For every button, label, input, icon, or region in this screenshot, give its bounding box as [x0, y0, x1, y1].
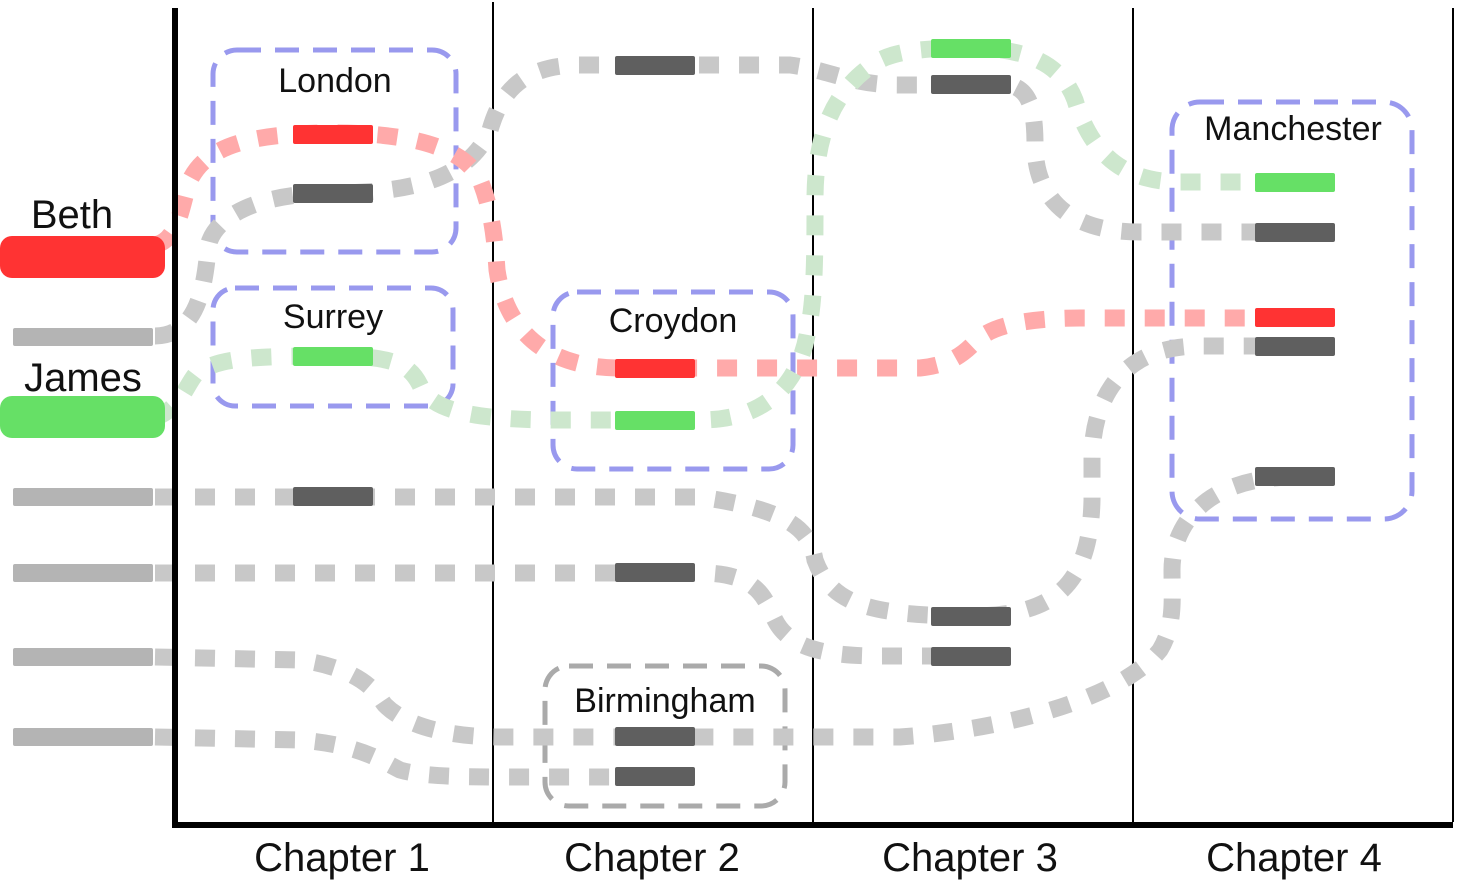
- legend-bar-other: [13, 728, 153, 746]
- scene-marker: [615, 727, 695, 746]
- scene-marker: [931, 607, 1011, 626]
- scene-marker: [293, 184, 373, 203]
- group-label-birmingham: Birmingham: [574, 682, 755, 720]
- group-box-surrey: [210, 285, 456, 409]
- scene-marker: [293, 487, 373, 506]
- scene-marker: [1255, 337, 1335, 356]
- scene-marker-beth: [1255, 308, 1335, 327]
- scene-marker: [931, 647, 1011, 666]
- other-character-paths: [154, 56, 1296, 786]
- legend-bar-other: [13, 648, 153, 666]
- group-box-manchester: [1169, 99, 1415, 522]
- scene-marker-james: [1255, 173, 1335, 192]
- scene-marker-beth: [615, 359, 695, 378]
- group-label-croydon: Croydon: [609, 302, 738, 340]
- chapter-label: Chapter 4: [1206, 836, 1382, 880]
- scene-marker: [615, 767, 695, 786]
- scene-marker-james: [931, 39, 1011, 58]
- chapter-label: Chapter 3: [882, 836, 1058, 880]
- group-box-croydon: [550, 289, 796, 472]
- scene-marker: [1255, 467, 1335, 486]
- scene-marker: [1255, 223, 1335, 242]
- character-path-gray-3: [155, 564, 970, 665]
- character-path-gray-4: [154, 468, 1296, 746]
- chapter-label: Chapter 2: [564, 836, 740, 880]
- group-label-surrey: Surrey: [283, 298, 383, 336]
- legend-bar-beth: [0, 236, 165, 278]
- scene-marker-james: [615, 411, 695, 430]
- group-box-london: [210, 47, 459, 255]
- legend-bar-other: [13, 328, 153, 346]
- scene-marker-james: [293, 347, 373, 366]
- legend-bar-james: [0, 396, 165, 438]
- character-path-gray-5: [154, 728, 655, 786]
- chapter-label: Chapter 1: [254, 836, 430, 880]
- group-label-manchester: Manchester: [1204, 110, 1382, 148]
- scene-marker: [615, 56, 695, 75]
- character-path-gray-1: [154, 56, 1295, 345]
- scene-marker-beth: [293, 125, 373, 144]
- character-label-beth: Beth: [31, 193, 113, 237]
- scene-marker: [931, 75, 1011, 94]
- character-label-james: James: [24, 356, 142, 400]
- group-label-london: London: [278, 62, 391, 100]
- legend-bar-other: [13, 564, 153, 582]
- character-path-gray-2: [155, 337, 1295, 625]
- scene-marker: [615, 563, 695, 582]
- legend-bar-other: [13, 488, 153, 506]
